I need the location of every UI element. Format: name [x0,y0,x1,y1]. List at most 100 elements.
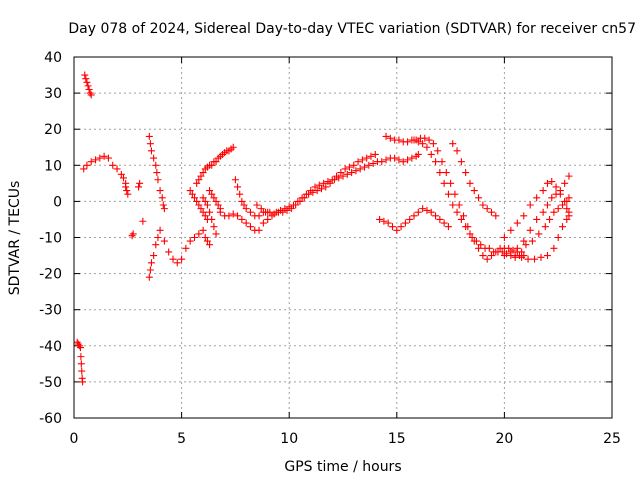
data-point [500,252,508,260]
data-point [395,156,403,164]
data-point [363,154,371,162]
data-point [378,158,386,166]
data-point [460,212,468,220]
data-point [548,178,556,186]
data-point [470,237,478,245]
data-point [128,232,136,240]
data-point [212,230,220,238]
data-point [283,206,291,214]
data-point [76,344,84,352]
data-point [354,158,362,166]
data-point [388,223,396,231]
data-point [197,205,205,213]
data-point [320,179,328,187]
data-point [206,241,214,249]
data-point [563,197,571,205]
data-point [203,237,211,245]
data-point [343,170,351,178]
series-arc-12 [410,136,526,263]
data-point [401,219,409,227]
y-tick-label: 10 [44,158,62,174]
data-point [466,230,474,238]
data-point [559,201,567,209]
data-point [315,181,323,189]
data-point [287,205,295,213]
data-point [539,187,547,195]
data-point [356,165,364,173]
data-point [477,241,485,249]
data-point [552,190,560,198]
data-point [479,252,487,260]
data-point [212,197,220,205]
x-tick-label: 25 [603,431,621,447]
data-point [425,136,433,144]
data-point [423,143,431,151]
data-point [513,244,521,252]
data-point [330,176,338,184]
data-point [518,253,526,261]
series-arc-15 [500,178,573,241]
series-arc-14 [376,205,452,234]
data-point [246,223,254,231]
data-point [526,226,534,234]
data-point [528,237,536,245]
data-point [246,208,254,216]
data-point [358,156,366,164]
data-point [447,179,455,187]
data-point [526,201,534,209]
series-arc-16 [500,172,573,260]
data-point [123,187,131,195]
data-point [500,234,508,241]
y-tick-label: -60 [39,411,62,427]
data-point [270,210,278,218]
data-point [455,201,463,209]
data-point [434,147,442,155]
data-point [492,212,500,220]
data-point [236,190,244,198]
data-point [414,150,422,158]
data-point [309,188,317,196]
data-point [350,161,358,169]
data-point [77,360,85,368]
series-arc-11 [382,132,528,260]
data-point [193,179,201,187]
series-arc-3 [145,226,214,281]
data-point [153,169,161,177]
series-band-10 [253,150,422,218]
data-point [520,212,528,220]
data-point [87,91,95,99]
series-cluster-6 [186,158,224,238]
data-point [203,201,211,209]
data-point [152,161,160,169]
data-point [427,150,435,158]
data-point [92,156,100,164]
data-point [206,187,214,195]
data-point [395,136,403,144]
data-point [539,208,547,216]
data-points [73,71,573,386]
data-point [322,183,330,191]
data-point [195,230,203,238]
x-tick-label: 15 [388,431,406,447]
data-point [533,194,541,202]
data-point [436,169,444,177]
data-point [380,217,388,225]
data-point [543,201,551,209]
data-point [524,255,532,263]
data-point [371,150,379,158]
data-point [216,208,224,216]
data-point [255,226,263,234]
data-point [210,223,218,231]
x-tick-label: 20 [495,431,513,447]
data-point [457,158,465,166]
data-point [136,179,144,187]
data-point [156,187,164,195]
x-tick-label: 0 [70,431,79,447]
data-point [436,215,444,223]
data-point [414,208,422,216]
data-point [507,248,515,256]
data-point [404,138,412,146]
data-point [146,140,154,148]
data-point [507,226,515,234]
data-point [470,187,478,195]
